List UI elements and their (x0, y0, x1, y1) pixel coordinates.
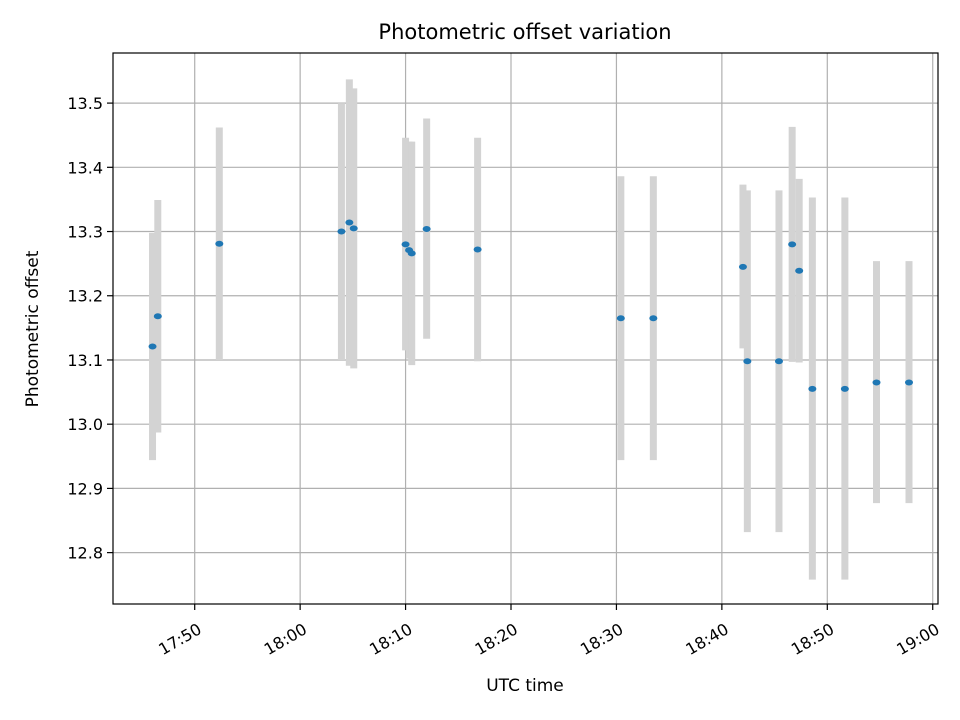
data-point (743, 358, 752, 365)
y-axis: 12.8 12.9 13.0 13.1 13.2 13.3 13.4 13.5 (67, 94, 113, 563)
data-point (148, 343, 157, 350)
chart-title: Photometric offset variation (378, 20, 671, 44)
y-tick-label: 13.5 (67, 94, 103, 113)
data-point (153, 313, 162, 320)
data-point (337, 228, 346, 235)
data-point (349, 225, 358, 232)
data-point (345, 219, 354, 226)
y-axis-label: Photometric offset (23, 250, 43, 407)
data-point (795, 267, 804, 274)
data-point (401, 241, 410, 248)
plot-frame (112, 52, 939, 605)
data-point (840, 385, 849, 392)
data-point (473, 246, 482, 253)
y-tick-label: 12.8 (67, 544, 103, 563)
y-tick-label: 12.9 (67, 479, 103, 498)
y-tick-label: 13.1 (67, 351, 103, 370)
data-point (215, 240, 224, 247)
x-axis-label: UTC time (486, 676, 564, 696)
data-point (774, 358, 783, 365)
y-tick-label: 13.0 (67, 415, 103, 434)
y-tick-label: 13.3 (67, 223, 103, 242)
y-tick-label: 13.2 (67, 287, 103, 306)
data-point (422, 225, 431, 232)
data-point (905, 379, 914, 386)
data-point (788, 241, 797, 248)
data-point (649, 315, 658, 322)
data-point (407, 250, 416, 257)
data-point (872, 379, 881, 386)
data-point (738, 263, 747, 270)
y-tick-label: 13.4 (67, 158, 103, 177)
data-point (808, 385, 817, 392)
data-point (616, 315, 625, 322)
markers (148, 219, 914, 392)
